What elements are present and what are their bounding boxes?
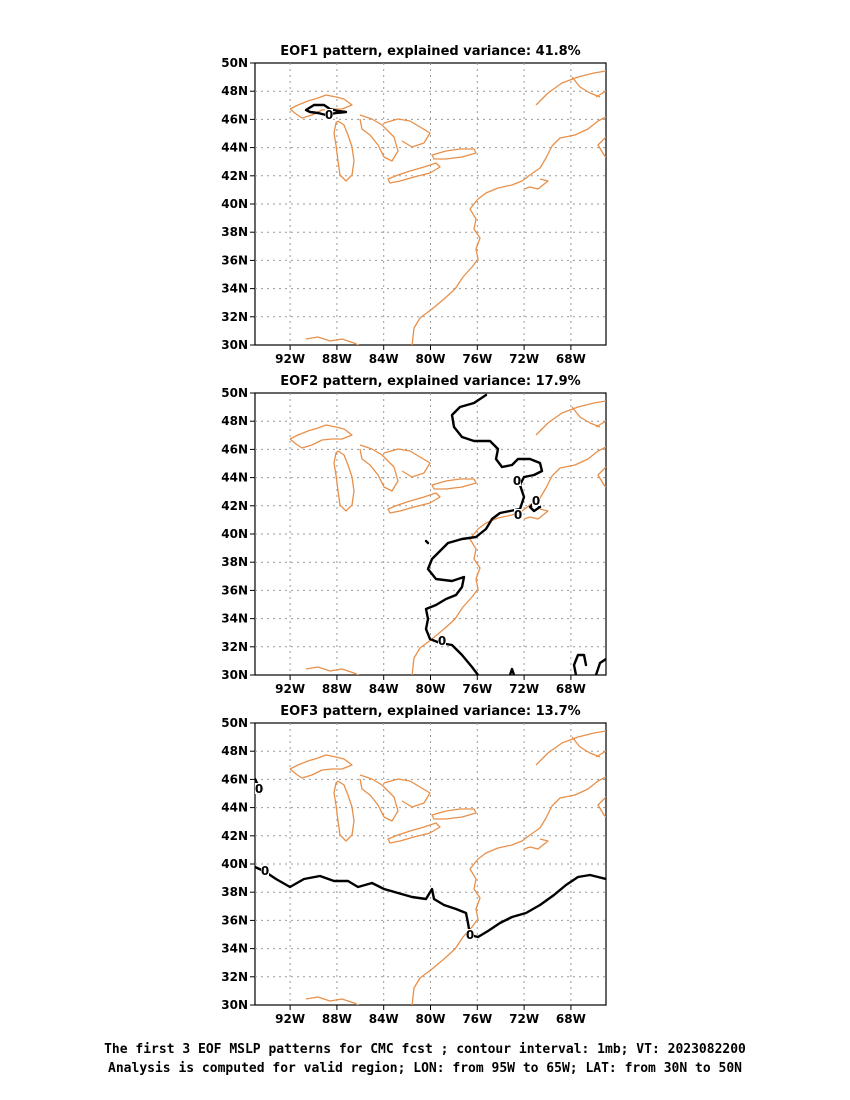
lat-tick-label: 36N: [221, 913, 248, 927]
contour-label: 0: [438, 634, 446, 648]
lon-tick-label: 84W: [369, 352, 399, 366]
lat-tick-label: 38N: [221, 225, 248, 239]
lat-tick-label: 40N: [221, 197, 248, 211]
lon-tick-label: 88W: [322, 352, 352, 366]
lat-tick-label: 48N: [221, 414, 248, 428]
lat-tick-label: 44N: [221, 801, 248, 815]
lon-tick-label: 72W: [509, 682, 539, 696]
lat-tick-label: 50N: [221, 716, 248, 730]
lon-tick-label: 72W: [509, 352, 539, 366]
lat-tick-label: 34N: [221, 282, 248, 296]
lat-tick-label: 30N: [221, 668, 248, 682]
lon-tick-label: 72W: [509, 1012, 539, 1026]
lon-tick-label: 68W: [556, 682, 586, 696]
lat-tick-label: 38N: [221, 885, 248, 899]
lat-tick-label: 36N: [221, 583, 248, 597]
lat-tick-label: 34N: [221, 612, 248, 626]
contour-label: 0: [255, 782, 263, 796]
lon-tick-label: 76W: [462, 1012, 492, 1026]
coastline: [289, 70, 606, 345]
lat-tick-label: 36N: [221, 253, 248, 267]
lat-tick-label: 50N: [221, 56, 248, 70]
lon-tick-label: 80W: [416, 352, 446, 366]
lat-tick-label: 32N: [221, 640, 248, 654]
coastline: [289, 400, 606, 675]
contour-label: 0: [513, 474, 521, 488]
panel-title: EOF2 pattern, explained variance: 17.9%: [280, 374, 580, 389]
coastline: [289, 730, 606, 1005]
lat-tick-label: 38N: [221, 555, 248, 569]
lon-tick-label: 76W: [462, 352, 492, 366]
eof-panel-3: EOF3 pattern, explained variance: 13.7% 0…: [221, 704, 607, 1026]
lat-tick-label: 40N: [221, 527, 248, 541]
lat-tick-label: 46N: [221, 772, 248, 786]
lat-tick-label: 44N: [221, 141, 248, 155]
lon-tick-label: 84W: [369, 682, 399, 696]
eof-panel-2: EOF2 pattern, explained variance: 17.9% 0…: [221, 374, 607, 696]
lat-tick-label: 32N: [221, 310, 248, 324]
lat-tick-label: 46N: [221, 442, 248, 456]
lat-tick-label: 48N: [221, 744, 248, 758]
lat-tick-label: 50N: [221, 386, 248, 400]
panel-title: EOF1 pattern, explained variance: 41.8%: [280, 44, 580, 59]
contour-label: 0: [466, 928, 474, 942]
lat-tick-label: 42N: [221, 829, 248, 843]
map-gridlines: [255, 723, 606, 1005]
lat-tick-label: 30N: [221, 998, 248, 1012]
lat-tick-label: 40N: [221, 857, 248, 871]
lon-tick-label: 76W: [462, 682, 492, 696]
lon-tick-label: 68W: [556, 1012, 586, 1026]
lon-tick-label: 80W: [416, 682, 446, 696]
lat-tick-label: 48N: [221, 84, 248, 98]
lon-tick-label: 68W: [556, 352, 586, 366]
lat-tick-label: 42N: [221, 169, 248, 183]
lon-tick-label: 88W: [322, 1012, 352, 1026]
contour-label: 0: [514, 508, 522, 522]
eof-panel-1: EOF1 pattern, explained variance: 41.8% 0…: [221, 44, 607, 366]
lat-tick-label: 46N: [221, 112, 248, 126]
lat-tick-label: 44N: [221, 471, 248, 485]
eof-zero-contour: 0: [304, 103, 348, 122]
lat-tick-label: 32N: [221, 970, 248, 984]
lat-tick-label: 30N: [221, 338, 248, 352]
lon-tick-label: 84W: [369, 1012, 399, 1026]
map-gridlines: [255, 63, 606, 345]
panel-title: EOF3 pattern, explained variance: 13.7%: [280, 704, 580, 719]
caption-line-2: Analysis is computed for valid region; L…: [108, 1061, 742, 1076]
contour-label: 0: [325, 108, 333, 122]
eof-zero-contour: 0 0 0: [255, 777, 606, 942]
lat-tick-label: 34N: [221, 942, 248, 956]
caption-line-1: The first 3 EOF MSLP patterns for CMC fc…: [104, 1042, 746, 1057]
lon-tick-label: 92W: [275, 352, 305, 366]
lat-tick-label: 42N: [221, 499, 248, 513]
lon-tick-label: 88W: [322, 682, 352, 696]
lon-tick-label: 80W: [416, 1012, 446, 1026]
contour-label: 0: [261, 864, 269, 878]
lon-tick-label: 92W: [275, 682, 305, 696]
contour-label: 0: [532, 494, 540, 508]
map-gridlines: [255, 393, 606, 675]
lon-tick-label: 92W: [275, 1012, 305, 1026]
